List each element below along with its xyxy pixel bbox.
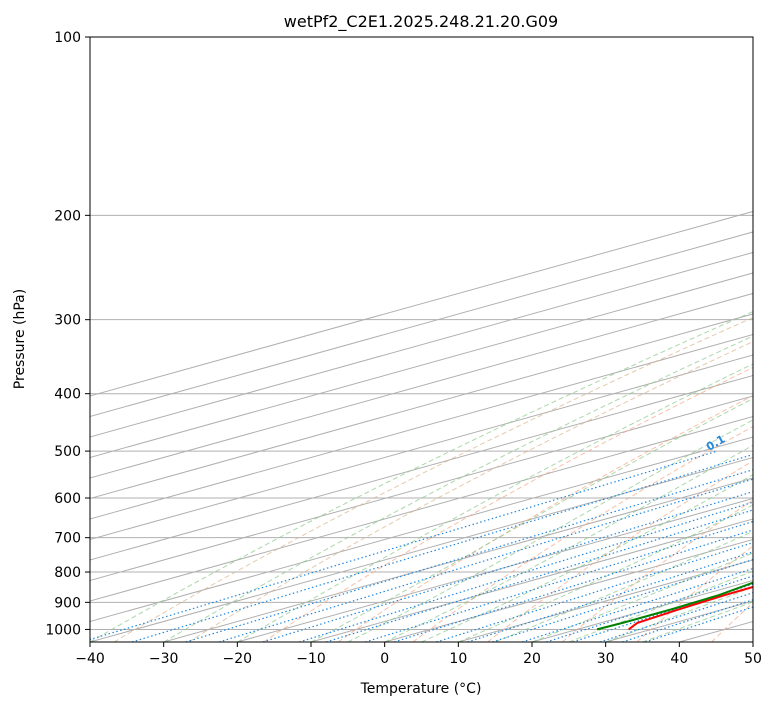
isotherm-line — [90, 251, 753, 438]
isotherm-line — [90, 456, 753, 642]
moist-adiabat — [421, 474, 753, 642]
mixing-ratio-line — [394, 529, 753, 642]
mixing-ratio-line — [492, 558, 753, 642]
isotherm-line — [752, 641, 753, 642]
y-tick-label: 600 — [54, 491, 81, 507]
x-axis-title: Temperature (°C) — [360, 681, 482, 697]
y-axis: 100 200 300 400 500 600 700 800 900 1000 — [45, 30, 90, 638]
dry-adiabat — [487, 460, 753, 642]
dry-adiabat — [711, 602, 753, 642]
dry-adiabat — [561, 499, 753, 642]
moist-adiabat — [531, 552, 753, 642]
x-tick-label: −40 — [75, 651, 105, 667]
x-tick-label: −30 — [149, 651, 179, 667]
x-tick-label: −20 — [223, 651, 253, 667]
mixing-ratio-line — [521, 567, 753, 642]
line-labels: 0.10.20.40.611.52346810131620253036-100-… — [704, 433, 774, 454]
x-tick-label: 20 — [523, 651, 541, 667]
isotherm-line — [90, 313, 753, 499]
moist-adiabat — [568, 570, 753, 642]
mixing-ratio-line — [185, 469, 753, 642]
dry-adiabat — [113, 316, 753, 642]
mixing-ratio-label: 0.2 — [751, 433, 774, 454]
mixing-ratio-line — [218, 478, 753, 642]
moist-adiabat — [458, 504, 753, 642]
plot-area — [90, 37, 753, 642]
isotherm-line — [90, 272, 753, 458]
mixing-ratio-line — [90, 450, 718, 641]
isotherm-line — [90, 210, 753, 397]
isotherm-line — [90, 415, 753, 602]
mixing-ratio-line — [546, 575, 753, 642]
y-tick-label: 200 — [54, 208, 81, 224]
y-tick-label: 100 — [54, 30, 81, 46]
moist-adiabat — [605, 586, 753, 642]
y-tick-label: 800 — [54, 565, 81, 581]
dry-adiabat — [636, 545, 753, 642]
moist-adiabat — [90, 311, 753, 642]
isotherm-line — [237, 497, 753, 642]
isotherm-line — [531, 579, 753, 642]
isotherm-line — [90, 374, 753, 561]
moist-adiabat — [310, 397, 753, 642]
moist-adiabat — [237, 363, 753, 642]
moist-adiabat — [384, 444, 753, 642]
isotherm-line — [310, 518, 753, 642]
dry-adiabat — [412, 425, 753, 642]
isotherm-line — [163, 477, 753, 642]
moist-adiabat — [495, 530, 753, 642]
isotherm-line — [90, 292, 753, 479]
y-tick-label: 300 — [54, 313, 81, 329]
y-axis-title: Pressure (hPa) — [12, 289, 28, 389]
y-tick-label: 500 — [54, 444, 81, 460]
isotherm-line — [90, 395, 753, 582]
x-tick-label: 30 — [597, 651, 615, 667]
dry-adiabat — [188, 341, 753, 642]
x-tick-label: 40 — [670, 651, 688, 667]
dry-adiabat — [337, 395, 753, 642]
isotherm-line — [90, 333, 753, 520]
mixing-ratio-line — [599, 592, 753, 642]
mixing-ratio-line — [299, 501, 753, 642]
isotherm-line — [384, 538, 753, 642]
isotherm-line — [90, 231, 753, 417]
chart-title: wetPf2_C2E1.2025.248.21.20.G09 — [284, 12, 558, 32]
x-axis: −40 −30 −20 −10 0 10 20 30 40 50 — [75, 642, 762, 667]
x-tick-label: −10 — [296, 651, 326, 667]
y-tick-label: 400 — [54, 387, 81, 403]
y-tick-label: 700 — [54, 531, 81, 547]
moist-adiabat — [347, 419, 753, 642]
y-tick-label: 1000 — [45, 622, 81, 638]
isotherm-line — [458, 559, 753, 642]
moist-adiabat — [163, 335, 753, 642]
plot-frame — [89, 36, 754, 643]
isotherm-line — [90, 436, 753, 623]
mixing-ratio-line — [262, 491, 753, 642]
mixing-ratio-line — [365, 520, 753, 642]
x-tick-label: 0 — [380, 651, 389, 667]
x-tick-label: 50 — [744, 651, 762, 667]
x-tick-label: 10 — [449, 651, 467, 667]
y-tick-label: 900 — [54, 595, 81, 611]
